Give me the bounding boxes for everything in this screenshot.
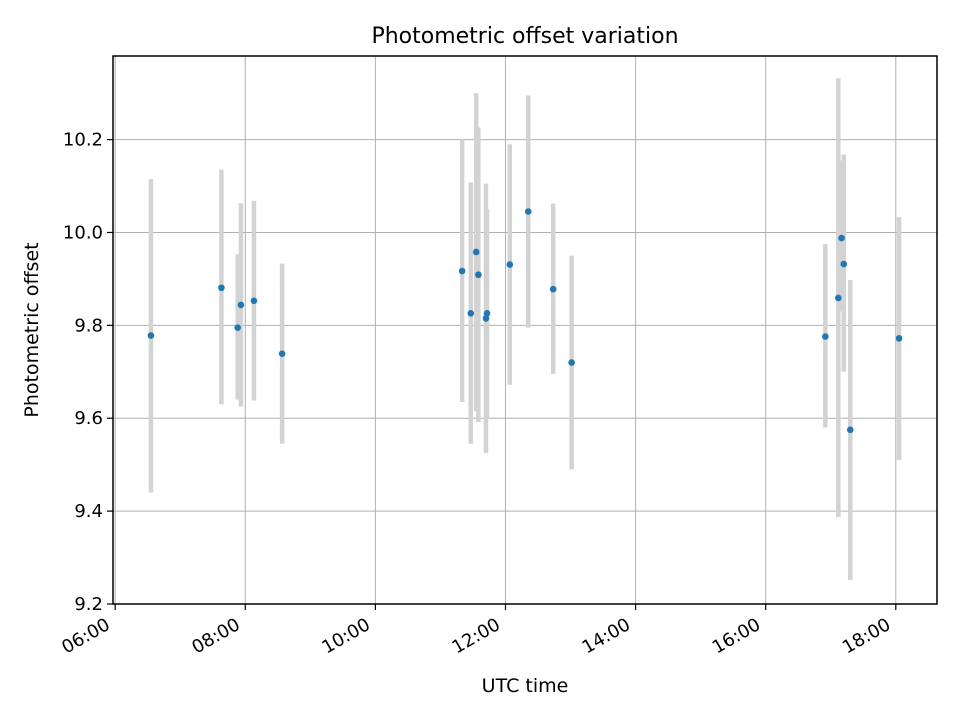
chart-title: Photometric offset variation bbox=[371, 24, 678, 49]
y-tick-label: 9.8 bbox=[74, 315, 103, 336]
data-point bbox=[482, 315, 490, 322]
data-point bbox=[237, 301, 245, 309]
data-point bbox=[506, 261, 514, 268]
y-tick-label: 10.0 bbox=[63, 222, 103, 243]
data-point bbox=[458, 267, 466, 275]
data-point bbox=[250, 297, 258, 305]
y-tick-label: 9.6 bbox=[74, 408, 103, 429]
data-point bbox=[840, 260, 848, 268]
x-axis-label: UTC time bbox=[482, 675, 569, 697]
y-axis-label: Photometric offset bbox=[21, 242, 43, 417]
data-point bbox=[846, 426, 854, 434]
data-point bbox=[234, 324, 241, 331]
data-point bbox=[568, 359, 575, 366]
data-point bbox=[472, 248, 480, 256]
data-point bbox=[838, 234, 845, 242]
data-points bbox=[147, 208, 903, 434]
y-axis-ticks: 9.2 9.4 9.6 9.8 10.0 10.2 bbox=[63, 130, 113, 615]
data-point bbox=[524, 208, 532, 215]
axes-frame bbox=[112, 55, 938, 605]
y-tick-label: 9.4 bbox=[74, 501, 103, 522]
data-point bbox=[835, 294, 842, 302]
data-point bbox=[895, 335, 903, 342]
data-point bbox=[218, 284, 225, 292]
data-point bbox=[475, 271, 482, 279]
data-point bbox=[822, 333, 829, 340]
data-point bbox=[549, 285, 557, 293]
y-tick-label: 10.2 bbox=[63, 130, 103, 151]
data-point bbox=[483, 309, 491, 317]
data-point bbox=[147, 332, 155, 339]
y-tick-label: 9.2 bbox=[74, 594, 103, 615]
data-point bbox=[278, 350, 286, 357]
data-point bbox=[467, 309, 475, 317]
